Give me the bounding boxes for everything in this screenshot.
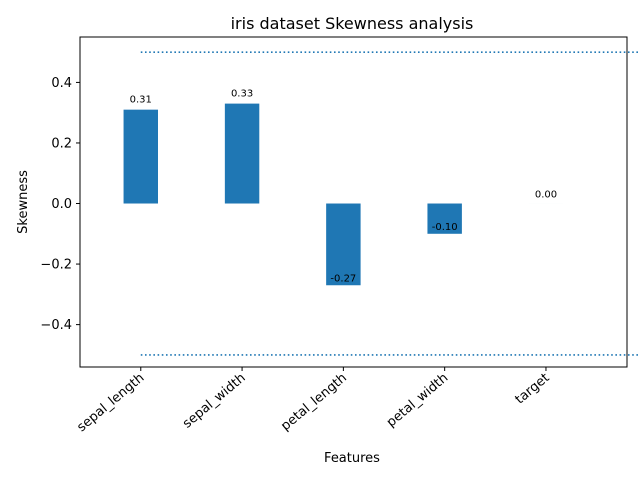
x-tick-label: target <box>513 371 553 408</box>
x-tick-label: sepal_width <box>180 371 249 432</box>
x-tick-label: petal_width <box>384 371 451 431</box>
x-tick-label: sepal_length <box>74 371 147 436</box>
bar-value-label: -0.27 <box>330 273 356 284</box>
y-tick-label: 0.2 <box>51 136 72 151</box>
bar-sepal_length <box>123 109 158 204</box>
x-axis-title: Features <box>324 451 380 466</box>
bar-value-label: 0.33 <box>231 89 253 100</box>
y-axis-title: Skewness <box>16 170 31 234</box>
plot-area: 0.31 0.33 -0.27 -0.10 0.00 −0.4 −0.2 0.0 0.2 0.4 s… <box>40 36 640 436</box>
axes-frame <box>79 36 628 368</box>
y-tick-label: 0.0 <box>51 197 72 212</box>
x-tick-label: petal_length <box>278 371 350 434</box>
y-tick-label: −0.4 <box>40 318 72 333</box>
chart-title: iris dataset Skewness analysis <box>231 14 474 33</box>
bar-petal_length <box>326 203 361 286</box>
y-tick-label: 0.4 <box>51 76 72 91</box>
bar-value-label: 0.00 <box>535 190 557 201</box>
y-tick-label: −0.2 <box>40 258 72 273</box>
bar-petal_width <box>427 203 462 234</box>
bar-value-label: -0.10 <box>432 222 458 233</box>
bar-sepal_width <box>224 103 260 204</box>
bar-value-label: 0.31 <box>130 95 152 106</box>
